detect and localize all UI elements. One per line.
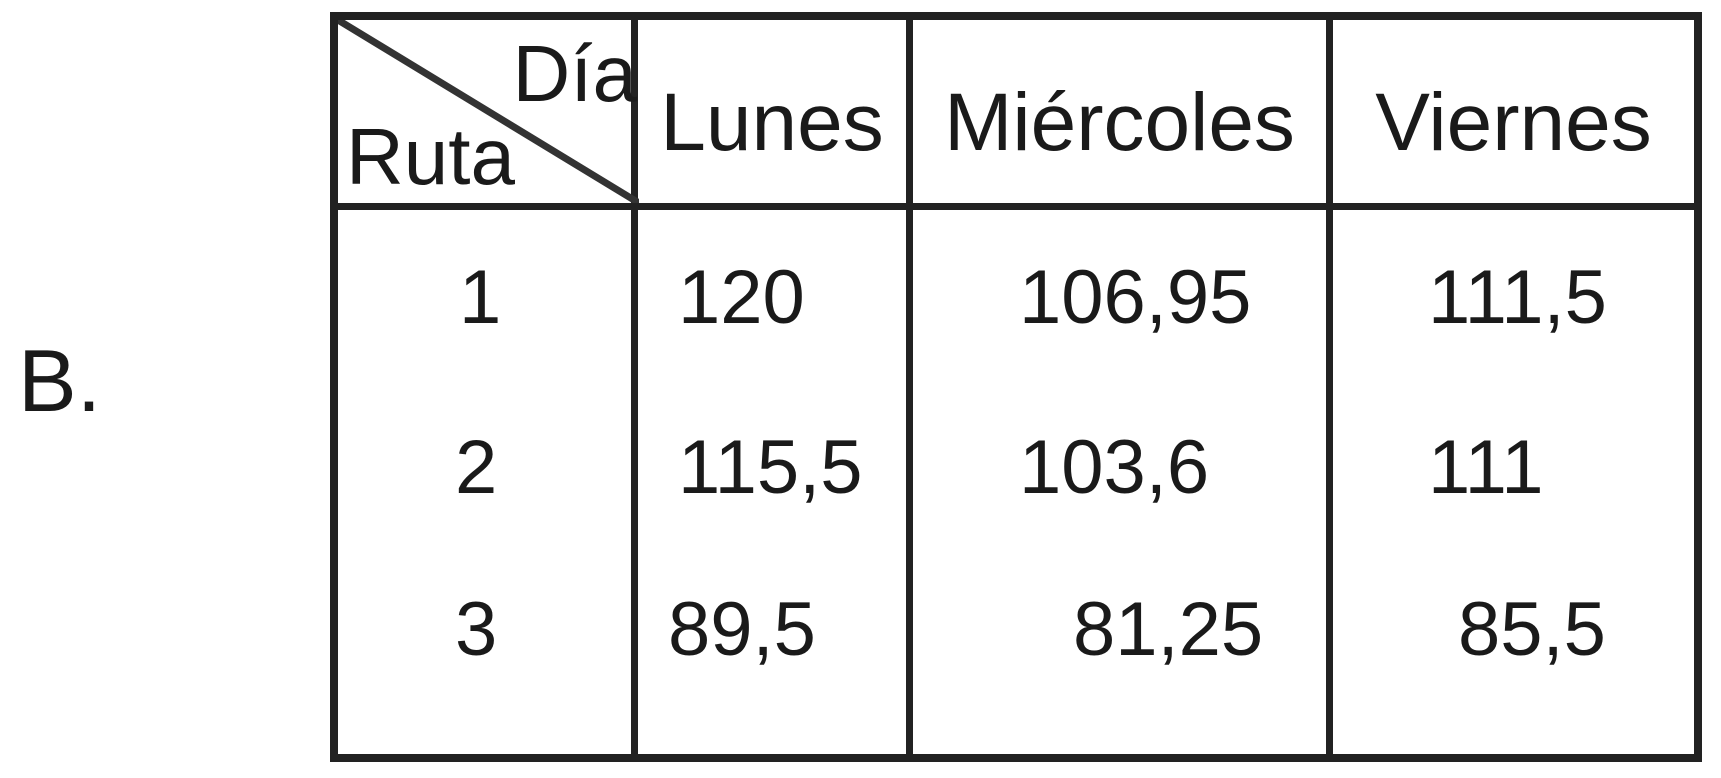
column-header: Viernes (1375, 76, 1652, 168)
row-ruta-label: 2 (455, 425, 498, 510)
table-cell: 111,5 (1428, 255, 1607, 340)
table-cell: 120 (678, 255, 805, 340)
row-ruta-label: 1 (459, 255, 502, 340)
column-header: Lunes (660, 76, 884, 168)
table-cell: 85,5 (1458, 587, 1606, 672)
row-ruta-label: 3 (455, 587, 498, 672)
data-table: Día Ruta Lunes Miércoles Viernes 1 120 1… (330, 12, 1702, 762)
table-cell: 106,95 (1019, 255, 1252, 340)
corner-row-label: Ruta (346, 112, 515, 201)
table-cell: 111 (1428, 425, 1544, 510)
table-cell: 115,5 (678, 425, 863, 510)
column-divider (906, 20, 913, 754)
diagonal-line (338, 20, 639, 203)
corner-column-label: Día (512, 29, 638, 118)
option-label: B. (18, 331, 102, 430)
table-cell: 103,6 (1019, 425, 1210, 510)
table-cell: 89,5 (668, 587, 816, 672)
column-header: Miércoles (944, 76, 1295, 168)
corner-header-cell: Día Ruta (338, 20, 639, 203)
column-divider (1326, 20, 1333, 754)
table-cell: 81,25 (1073, 587, 1264, 672)
column-divider (631, 20, 638, 754)
header-divider (338, 203, 1694, 210)
